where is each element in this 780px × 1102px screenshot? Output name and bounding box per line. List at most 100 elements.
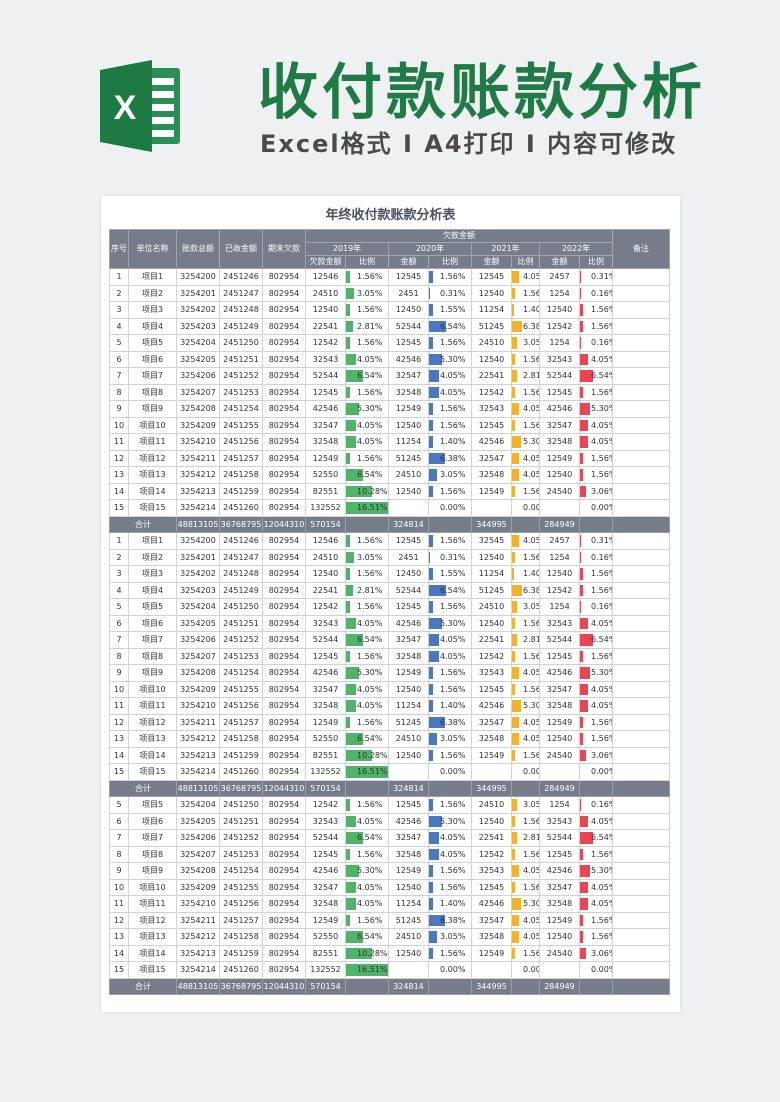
ratio-bar: [346, 634, 363, 646]
cell-name: 项目12: [128, 911, 177, 929]
cell-2019-amount: 32543: [305, 614, 346, 632]
ratio-bar: [512, 815, 515, 827]
cell-2021-ratio: 1.56%: [511, 812, 540, 830]
cell-2019-amount: 12549: [305, 911, 346, 929]
ratio-value: 6.54%: [440, 585, 466, 595]
cell-name: 项目14: [128, 944, 177, 962]
header-2020-ratio: 比例: [428, 255, 472, 269]
cell-2021-amount: 11254: [471, 565, 512, 583]
cell-2019-amount: 32547: [305, 878, 346, 896]
ratio-value: 4.05%: [440, 849, 466, 859]
cell-end-due: 802954: [262, 499, 306, 517]
ratio-value: 1.56%: [591, 569, 612, 579]
ratio-value: 1.56%: [523, 420, 539, 430]
ratio-value: 1.56%: [357, 305, 383, 315]
ratio-value: 2.81%: [523, 635, 539, 645]
cell-end-due: 802954: [262, 631, 306, 649]
cell-seq: 4: [109, 317, 129, 335]
cell-seq: 14: [109, 944, 129, 962]
cell-2020-ratio: 1.56%: [428, 598, 472, 616]
cell-2020-amount: 11254: [388, 433, 429, 451]
ratio-value: 5.30%: [357, 404, 383, 414]
sum-cell: 48813105: [176, 977, 220, 995]
cell-end-due: 802954: [262, 680, 306, 698]
cell-2021-amount: 12542: [471, 383, 512, 401]
table-row: 15 项目15 3254214 2451260 802954 132552 16.51% 0.…: [109, 499, 670, 517]
ratio-value: 16.51%: [357, 767, 388, 777]
ratio-value: 5.30%: [523, 899, 539, 909]
sum-cell: [345, 515, 389, 533]
cell-note: [612, 631, 670, 649]
cell-2022-amount: 12540: [539, 565, 580, 583]
cell-2021-amount: 32548: [471, 466, 512, 484]
ratio-bar: [580, 683, 588, 695]
cell-end-due: 802954: [262, 895, 306, 913]
cell-name: 项目5: [128, 598, 177, 616]
cell-seq: 14: [109, 746, 129, 764]
cell-note: [612, 301, 670, 319]
cell-note: [612, 928, 670, 946]
cell-2021-amount: 12540: [471, 284, 512, 302]
ratio-value: 10.28%: [357, 486, 388, 496]
ratio-bar: [512, 700, 521, 712]
header-2020: 2020年: [388, 242, 472, 256]
cell-2019-amount: 12549: [305, 713, 346, 731]
cell-2019-amount: 32543: [305, 812, 346, 830]
cell-2021-ratio: 1.56%: [511, 482, 540, 500]
table-row: 11 项目11 3254210 2451256 802954 32548 4.05% 1125…: [109, 433, 670, 451]
cell-2022-ratio: 1.56%: [579, 911, 613, 929]
sum-cell: 36768795: [219, 977, 263, 995]
header-2019: 2019年: [305, 242, 389, 256]
cell-2022-ratio: 6.54%: [579, 367, 613, 385]
ratio-bar: [429, 931, 437, 943]
cell-2020-amount: 24510: [388, 730, 429, 748]
sum-cell: 284949: [539, 977, 580, 995]
cell-total: 3254203: [176, 581, 220, 599]
ratio-value: 1.55%: [440, 305, 466, 315]
cell-2021-ratio: 1.56%: [511, 548, 540, 566]
cell-2022-amount: 24540: [539, 482, 580, 500]
ratio-value: 3.05%: [440, 932, 466, 942]
cell-2020-ratio: 1.56%: [428, 416, 472, 434]
cell-total: 3254203: [176, 317, 220, 335]
ratio-value: 1.56%: [440, 948, 466, 958]
cell-2022-ratio: 4.05%: [579, 895, 613, 913]
ratio-value: 1.56%: [440, 800, 466, 810]
cell-2019-amount: 12545: [305, 845, 346, 863]
ratio-value: 5.30%: [357, 668, 383, 678]
cell-2019-ratio: 1.56%: [345, 383, 389, 401]
table-row: 3 项目3 3254202 2451248 802954 12540 1.56% 12450 1…: [109, 301, 670, 319]
table-row: 4 项目4 3254203 2451249 802954 22541 2.81% 52544 6…: [109, 317, 670, 335]
table-row: 12 项目12 3254211 2451257 802954 12549 1.56% 5124…: [109, 911, 670, 929]
ratio-bar: [346, 766, 388, 778]
header-end-due: 期末欠款: [262, 229, 306, 269]
cell-seq: 3: [109, 301, 129, 319]
cell-seq: 8: [109, 647, 129, 665]
cell-2020-amount: 12540: [388, 746, 429, 764]
ratio-bar: [512, 568, 515, 580]
cell-2020-amount: 42546: [388, 614, 429, 632]
ratio-value: 1.56%: [440, 536, 466, 546]
cell-2022-amount: 24540: [539, 944, 580, 962]
cell-2019-ratio: 1.56%: [345, 334, 389, 352]
cell-2019-ratio: 1.56%: [345, 845, 389, 863]
cell-note: [612, 581, 670, 599]
cell-seq: 1: [109, 268, 129, 286]
ratio-value: 6.38%: [523, 585, 539, 595]
sum-cell: 12044310: [262, 515, 306, 533]
cell-total: 3254210: [176, 433, 220, 451]
table-row: 10 项目10 3254209 2451255 802954 32547 4.05% 1254…: [109, 416, 670, 434]
table-row: 5 项目5 3254204 2451250 802954 12542 1.56% 12545 1…: [109, 598, 670, 616]
ratio-value: 1.56%: [357, 915, 383, 925]
cell-2019-ratio: 3.05%: [345, 548, 389, 566]
ratio-value: 4.05%: [357, 899, 383, 909]
cell-2022-ratio: 1.56%: [579, 581, 613, 599]
cell-seq: 9: [109, 862, 129, 880]
ratio-bar: [512, 419, 515, 431]
cell-2019-amount: 12542: [305, 598, 346, 616]
cell-2019-ratio: 5.30%: [345, 400, 389, 418]
cell-name: 项目1: [128, 268, 177, 286]
cell-received: 2451259: [219, 746, 263, 764]
ratio-value: 0.31%: [591, 272, 612, 282]
ratio-bar: [512, 832, 517, 844]
